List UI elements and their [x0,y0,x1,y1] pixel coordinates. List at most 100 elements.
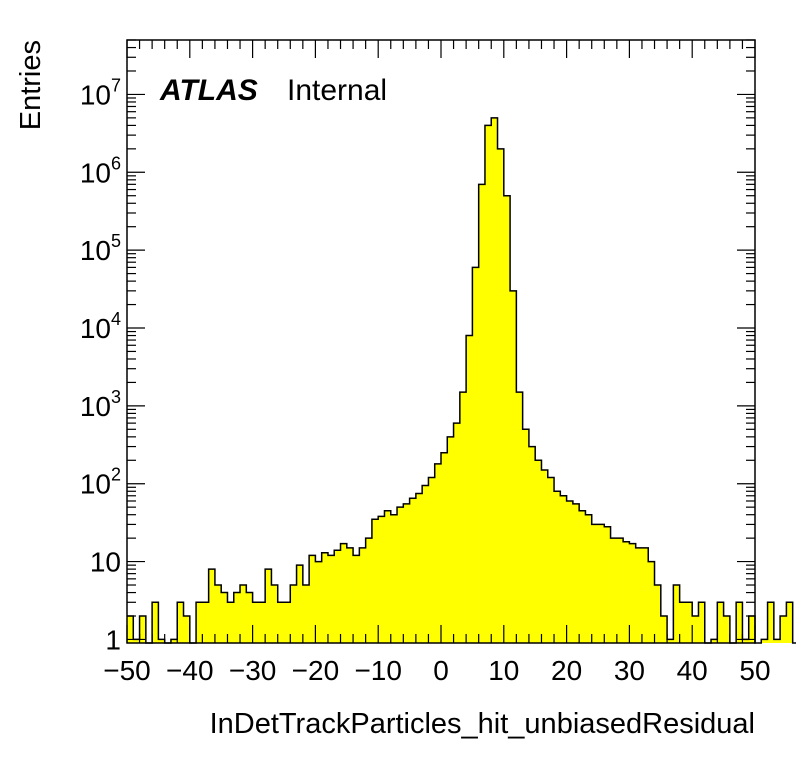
histogram-bar [453,423,461,643]
histogram-bar [415,493,423,643]
histogram-bar [767,602,775,643]
histogram-bar [711,639,718,643]
histogram-bar [560,495,567,643]
histogram-bar [761,639,768,643]
histogram-bar [773,639,781,643]
histogram-bar [441,452,448,643]
histogram-bar [610,538,618,643]
x-tick-label: −30 [229,655,277,686]
histogram-bar [535,460,542,643]
histogram-bar [641,547,649,643]
histogram-bar [390,514,398,643]
histogram-bar [271,585,279,643]
x-tick-label: 50 [739,655,770,686]
histogram-bar [221,592,228,643]
histogram-bar [572,503,580,643]
histogram-bar [170,639,178,643]
histogram-bar [623,541,630,643]
y-tick-label: 105 [80,231,121,266]
y-tick-label: 103 [80,387,121,422]
histogram-bar [302,585,310,643]
histogram-bar [233,592,241,643]
y-tick-label: 10 [90,547,121,578]
histogram-bar [227,602,235,643]
histogram-bar [679,602,687,643]
histogram-bar [516,392,523,643]
histogram-bar [484,125,492,643]
histogram-bar [692,615,699,643]
histogram-bar [296,565,304,643]
histogram-bar [654,585,662,643]
histogram-bar [591,524,599,643]
histogram-bar [466,335,473,643]
histogram-bars [127,117,793,643]
y-tick-label: 104 [80,309,121,344]
histogram-bar [522,429,530,643]
histogram-bar [434,463,442,643]
histogram-bar [133,639,140,643]
histogram-bar [177,602,184,643]
histogram-bar [528,446,536,643]
histogram-bar [491,117,498,643]
histogram-bar [604,526,611,643]
histogram-bar [359,547,366,643]
histogram-bar [397,507,404,643]
histogram-bar [673,585,680,643]
x-tick-label: 30 [614,655,645,686]
x-tick-label: −10 [354,655,402,686]
y-tick-label: 102 [80,465,121,500]
histogram-bar [290,585,297,643]
x-tick-label: 40 [677,655,708,686]
histogram-bar [127,615,134,643]
histogram-bar [748,615,756,643]
histogram-bar [428,477,436,643]
histogram-bar [252,602,260,643]
atlas-label: ATLAS [159,74,258,107]
histogram-bar [240,585,247,643]
y-tick-label: 106 [80,153,121,188]
x-tick-label: −40 [166,655,214,686]
histogram-bar [786,602,793,643]
histogram-outline [127,117,796,644]
histogram-bar [660,615,668,643]
axis-ticks [126,39,756,643]
histogram-bar [648,561,655,643]
histogram-bar [277,602,285,643]
histogram-bar [698,602,706,643]
histogram-bar [340,543,348,643]
histogram-bar [346,547,354,643]
histogram-bar [717,602,724,643]
histogram-bar [139,615,147,643]
histogram-bar [327,555,335,643]
histogram-bar [472,267,479,643]
histogram-bar [459,392,467,643]
histogram-bar [353,555,360,643]
histogram-bar [321,552,329,643]
histogram-bar [736,602,743,643]
histogram-bar [208,569,216,643]
histogram-bar [447,436,454,643]
histogram-bar [579,510,586,643]
histogram-bar [152,602,159,643]
histogram-bar [284,602,291,643]
y-tick-label: 107 [80,75,121,110]
histogram-bar [635,547,643,643]
histogram-bar [497,148,505,643]
x-tick-labels: −50 −40 −30 −20 −10 0 10 20 30 40 50 [103,655,770,686]
histogram-bar [554,491,561,643]
histogram-bar [334,550,341,643]
x-tick-label: 10 [488,655,519,686]
histogram-bar [742,639,750,643]
y-tick-label: 1 [105,624,121,655]
x-tick-label: −50 [103,655,151,686]
histogram-bar [158,639,165,643]
histogram-bar [258,602,266,643]
x-tick-label: −20 [292,655,340,686]
histogram-bar [202,602,209,643]
histogram-bar [371,519,379,643]
histogram-bar [566,500,574,643]
x-tick-label: 20 [551,655,582,686]
histogram-bar [384,510,392,643]
histogram-bar [409,498,417,643]
histogram-bar [510,290,517,643]
